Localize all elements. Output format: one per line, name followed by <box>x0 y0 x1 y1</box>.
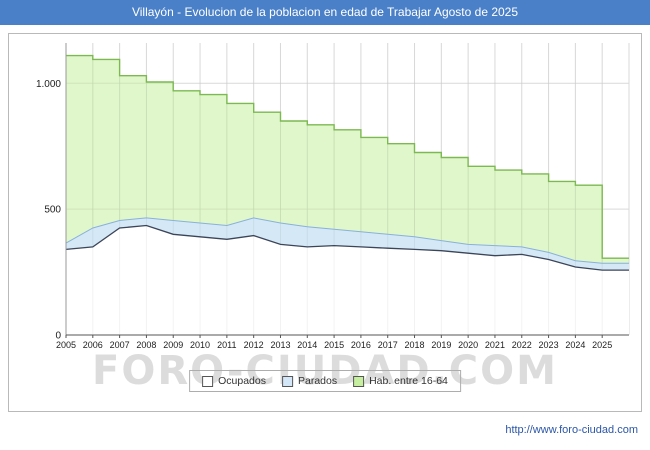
area-parados <box>66 217 629 271</box>
x-axis-label: 2018 <box>405 340 425 350</box>
x-axis-label: 2015 <box>324 340 344 350</box>
x-axis-label: 2008 <box>136 340 156 350</box>
y-axis-label: 500 <box>44 205 61 216</box>
legend-label-parados: Parados <box>297 375 338 387</box>
legend-item-parados[interactable]: Parados <box>281 375 338 387</box>
x-axis-label: 2005 <box>56 340 76 350</box>
area-ocupados <box>66 225 629 335</box>
legend-label-ocupados: Ocupados <box>218 375 266 387</box>
legend-item-hab-entre-16-64[interactable]: Hab. entre 16-64 <box>353 375 448 387</box>
x-axis-label: 2007 <box>110 340 130 350</box>
legend-swatch-hab-entre-16-64 <box>353 375 365 387</box>
x-axis-label: 2019 <box>431 340 451 350</box>
legend-item-ocupados[interactable]: Ocupados <box>202 375 266 387</box>
y-axis-label: 0 <box>55 331 61 342</box>
axes: 0 500 1.000 2005 2006 2007 2008 2009 2010 2011 201… <box>36 43 629 350</box>
x-axis-label: 2017 <box>378 340 398 350</box>
site-url[interactable]: http://www.foro-ciudad.com <box>505 424 638 436</box>
plot-areas <box>66 55 629 335</box>
legend-swatch-parados <box>281 375 293 387</box>
x-axis-label: 2011 <box>217 340 236 350</box>
x-axis-label: 2009 <box>163 340 183 350</box>
x-axis-label: 2010 <box>190 340 210 350</box>
chart-legend: Ocupados Parados Hab. entre 16-64 <box>189 370 461 392</box>
x-axis-label: 2022 <box>512 340 532 350</box>
x-axis-label: 2012 <box>244 340 264 350</box>
x-axis-label: 2021 <box>485 340 505 350</box>
y-axis-label: 1.000 <box>36 79 61 90</box>
x-axis-label: 2006 <box>83 340 103 350</box>
x-axis-label: 2013 <box>270 340 290 350</box>
chart-title: Villayón - Evolucion de la poblacion en … <box>0 0 650 25</box>
chart-container: 0 500 1.000 2005 2006 2007 2008 2009 2010 2011 201… <box>8 33 642 412</box>
plot-lines <box>65 54 629 271</box>
x-axis-label: 2020 <box>458 340 478 350</box>
x-axis-label: 2016 <box>351 340 371 350</box>
x-axis-label: 2025 <box>592 340 612 350</box>
legend-label-hab-entre-16-64: Hab. entre 16-64 <box>369 375 448 387</box>
grid-overlay <box>65 43 603 335</box>
x-axis-label: 2014 <box>297 340 317 350</box>
chart-canvas: 0 500 1.000 2005 2006 2007 2008 2009 2010 2011 201… <box>36 43 630 350</box>
legend-swatch-ocupados <box>202 375 214 387</box>
x-axis-label: 2024 <box>565 340 585 350</box>
x-axis-label: 2023 <box>539 340 559 350</box>
